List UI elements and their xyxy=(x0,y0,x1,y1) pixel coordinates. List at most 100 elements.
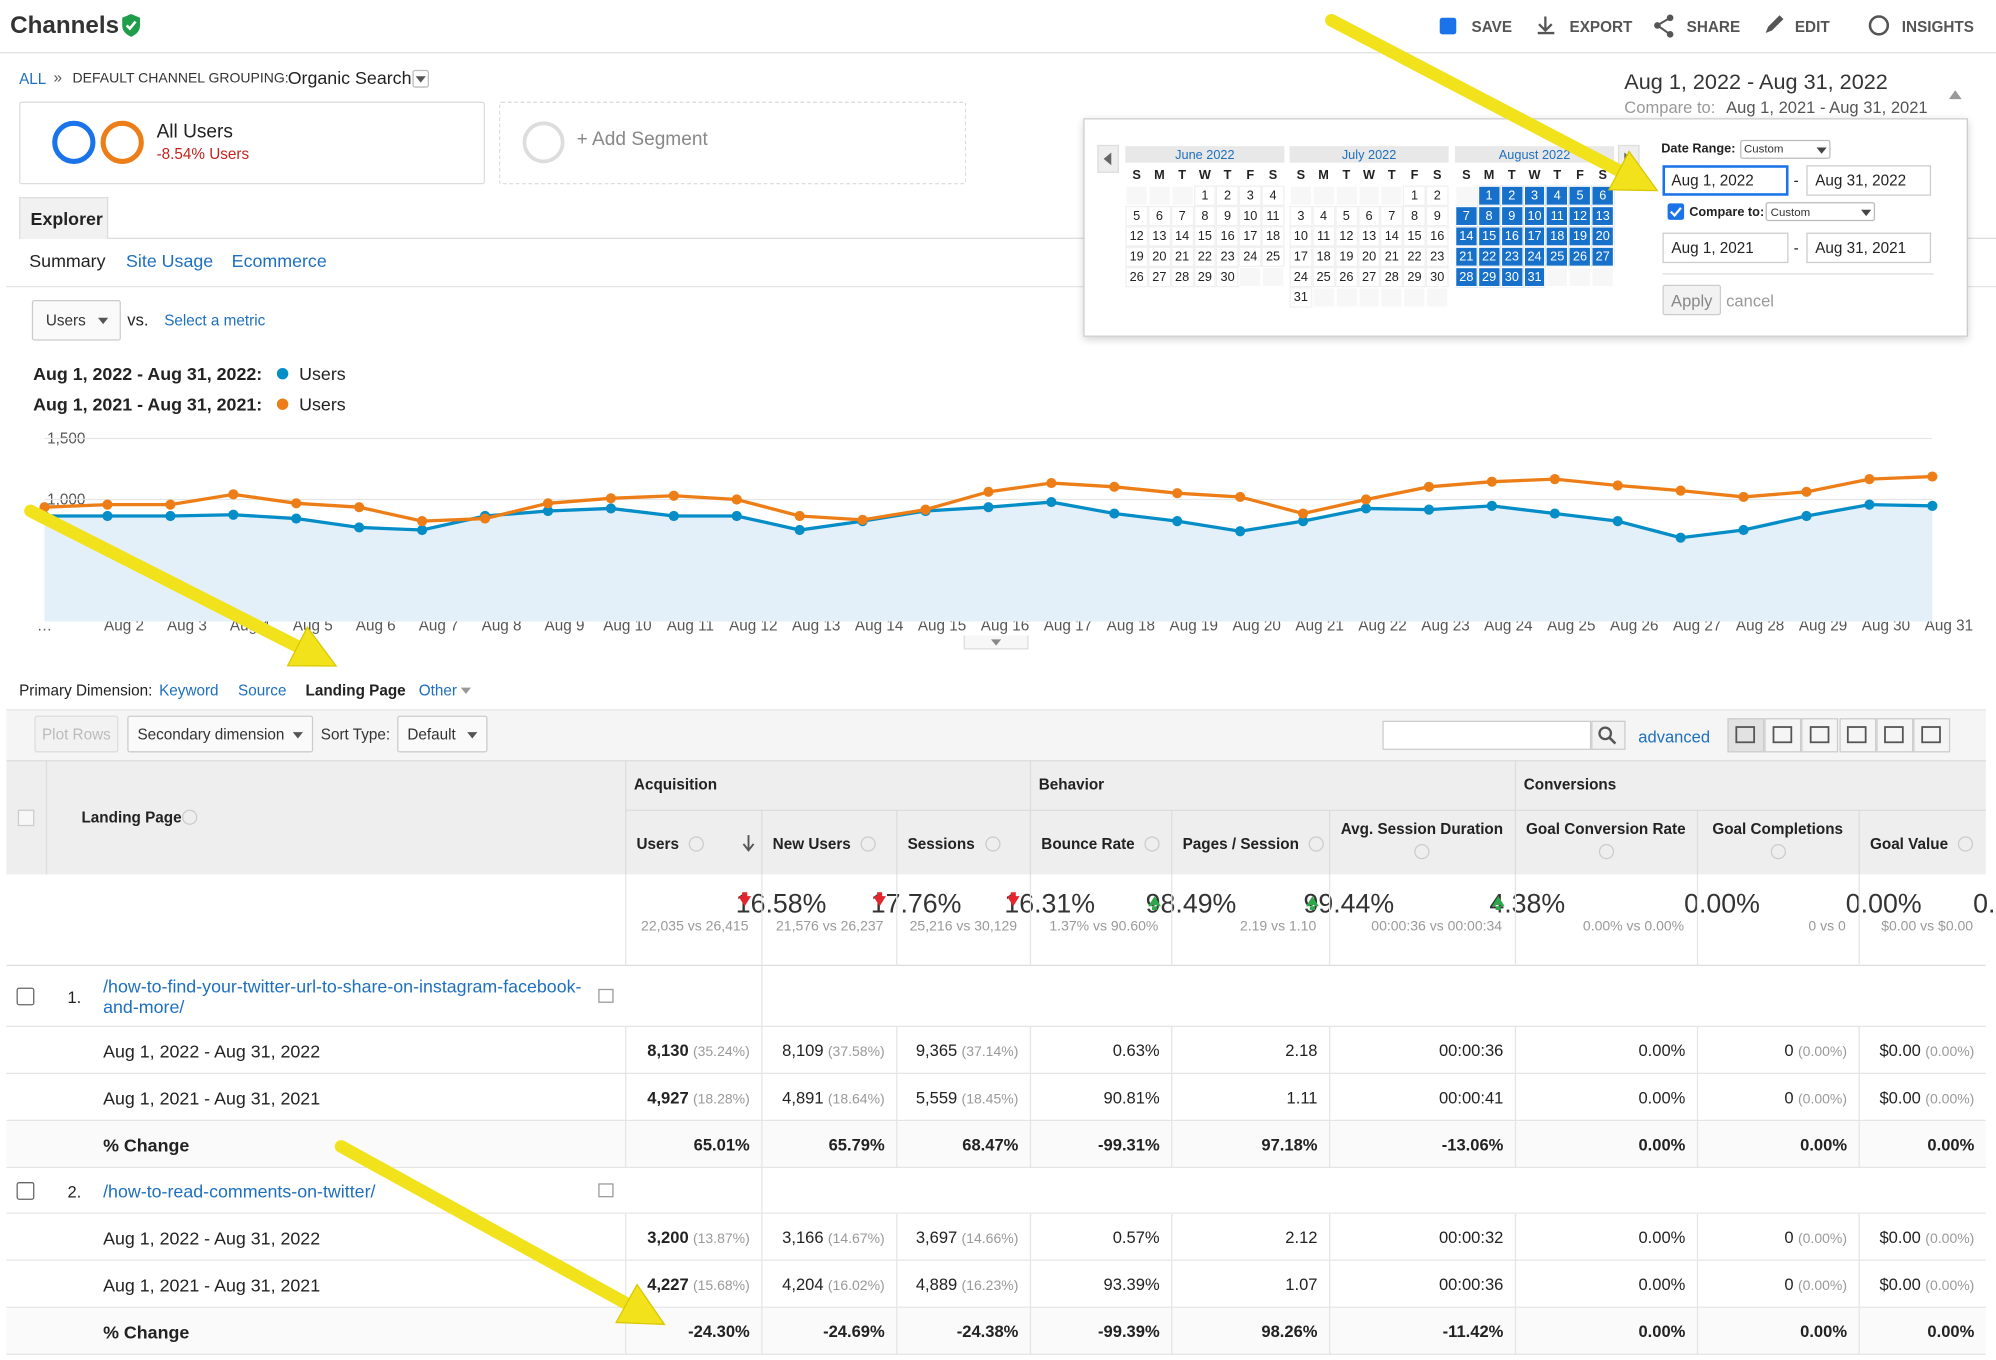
segment-box[interactable] xyxy=(19,101,485,185)
open-page-icon[interactable] xyxy=(598,988,614,1003)
day-cell[interactable] xyxy=(1170,226,1194,247)
day-cell[interactable] xyxy=(1380,266,1404,288)
day-cell[interactable] xyxy=(1334,246,1358,267)
explorer-tab[interactable] xyxy=(19,197,109,239)
day-cell[interactable] xyxy=(1261,246,1285,267)
compare-end-input[interactable] xyxy=(1806,232,1932,264)
day-cell[interactable] xyxy=(1500,205,1524,227)
chart-handle[interactable] xyxy=(963,635,1029,650)
day-cell[interactable] xyxy=(1312,226,1335,247)
day-cell[interactable] xyxy=(1477,185,1501,206)
day-cell[interactable] xyxy=(1591,226,1615,247)
start-input[interactable] xyxy=(1662,165,1789,196)
header-action[interactable]: SAVE xyxy=(1471,17,1513,36)
dimension-option[interactable]: Other xyxy=(418,681,458,700)
day-cell[interactable] xyxy=(1545,226,1569,247)
day-cell[interactable] xyxy=(1216,185,1239,206)
day-cell[interactable] xyxy=(1170,246,1194,267)
day-cell[interactable] xyxy=(1568,185,1592,206)
breadcrumb-all[interactable]: ALL xyxy=(19,69,47,88)
day-cell[interactable] xyxy=(1289,246,1313,267)
end-input[interactable] xyxy=(1806,165,1932,196)
day-cell[interactable] xyxy=(1591,205,1615,227)
day-cell[interactable] xyxy=(1477,205,1501,227)
subtab[interactable]: Summary xyxy=(29,250,106,271)
day-cell[interactable] xyxy=(1568,205,1592,227)
day-cell[interactable] xyxy=(1545,246,1569,267)
day-cell[interactable] xyxy=(1312,246,1335,267)
day-cell[interactable] xyxy=(1403,246,1426,267)
view-button[interactable] xyxy=(1764,718,1802,753)
day-cell[interactable] xyxy=(1545,205,1569,227)
day-cell[interactable] xyxy=(1454,246,1478,267)
day-cell[interactable] xyxy=(1238,246,1262,267)
column-header[interactable]: New Users xyxy=(772,835,851,853)
search-box[interactable] xyxy=(1382,720,1592,750)
view-button[interactable] xyxy=(1913,718,1951,753)
plot-rows-button[interactable] xyxy=(34,715,119,753)
day-cell[interactable] xyxy=(1380,226,1404,247)
column-header[interactable]: Avg. Session Duration xyxy=(1340,819,1504,838)
day-cell[interactable] xyxy=(1334,205,1358,227)
day-cell[interactable] xyxy=(1238,205,1262,227)
day-cell[interactable] xyxy=(1477,246,1501,267)
day-cell[interactable] xyxy=(1357,226,1381,247)
add-segment[interactable]: + Add Segment xyxy=(576,128,708,150)
date-range[interactable]: Aug 1, 2022 - Aug 31, 2022 xyxy=(1624,69,1888,95)
open-page-icon[interactable] xyxy=(598,1183,614,1198)
day-cell[interactable] xyxy=(1591,246,1615,267)
select-metric[interactable]: Select a metric xyxy=(164,311,266,330)
day-cell[interactable] xyxy=(1312,266,1335,288)
view-button[interactable] xyxy=(1727,718,1765,753)
next-month[interactable] xyxy=(1617,144,1640,173)
column-header[interactable]: Goal Value xyxy=(1869,835,1949,853)
day-cell[interactable] xyxy=(1403,185,1426,206)
column-header[interactable]: Sessions xyxy=(907,835,975,853)
day-cell[interactable] xyxy=(1289,287,1313,308)
row-checkbox[interactable] xyxy=(16,987,35,1006)
day-cell[interactable] xyxy=(1500,246,1524,267)
day-cell[interactable] xyxy=(1523,246,1546,267)
view-button[interactable] xyxy=(1838,718,1876,753)
day-cell[interactable] xyxy=(1500,185,1524,206)
header-action[interactable]: EXPORT xyxy=(1569,17,1633,36)
day-cell[interactable] xyxy=(1380,246,1404,267)
day-cell[interactable] xyxy=(1238,185,1262,206)
day-cell[interactable] xyxy=(1357,205,1381,227)
subtab[interactable]: Site Usage xyxy=(126,250,214,271)
day-cell[interactable] xyxy=(1545,185,1569,206)
day-cell[interactable] xyxy=(1500,226,1524,247)
grouping-value[interactable]: Organic Search xyxy=(287,67,412,88)
day-cell[interactable] xyxy=(1216,246,1239,267)
day-cell[interactable] xyxy=(1148,246,1171,267)
day-cell[interactable] xyxy=(1216,266,1239,288)
grouping-dropdown[interactable] xyxy=(412,69,429,88)
day-cell[interactable] xyxy=(1312,205,1335,227)
day-cell[interactable] xyxy=(1193,205,1217,227)
dimension-option[interactable]: Landing Page xyxy=(305,681,406,700)
day-cell[interactable] xyxy=(1289,266,1313,288)
cancel-link[interactable]: cancel xyxy=(1726,290,1774,310)
day-cell[interactable] xyxy=(1454,226,1478,247)
day-cell[interactable] xyxy=(1425,185,1449,206)
header-action[interactable]: EDIT xyxy=(1794,17,1830,36)
column-header[interactable]: Bounce Rate xyxy=(1041,835,1135,853)
prev-month[interactable] xyxy=(1097,144,1119,173)
day-cell[interactable] xyxy=(1425,246,1449,267)
view-button[interactable] xyxy=(1801,718,1839,753)
day-cell[interactable] xyxy=(1289,205,1313,227)
day-cell[interactable] xyxy=(1125,205,1149,227)
day-cell[interactable] xyxy=(1170,205,1194,227)
day-cell[interactable] xyxy=(1148,266,1171,288)
search-button[interactable] xyxy=(1591,720,1626,750)
column-header[interactable]: Goal Completions xyxy=(1712,819,1844,838)
day-cell[interactable] xyxy=(1125,266,1149,288)
day-cell[interactable] xyxy=(1425,266,1449,288)
day-cell[interactable] xyxy=(1425,226,1449,247)
day-cell[interactable] xyxy=(1238,226,1262,247)
compare-select[interactable] xyxy=(1765,202,1876,222)
day-cell[interactable] xyxy=(1170,266,1194,288)
day-cell[interactable] xyxy=(1477,226,1501,247)
day-cell[interactable] xyxy=(1261,226,1285,247)
advanced-link[interactable]: advanced xyxy=(1638,726,1711,746)
